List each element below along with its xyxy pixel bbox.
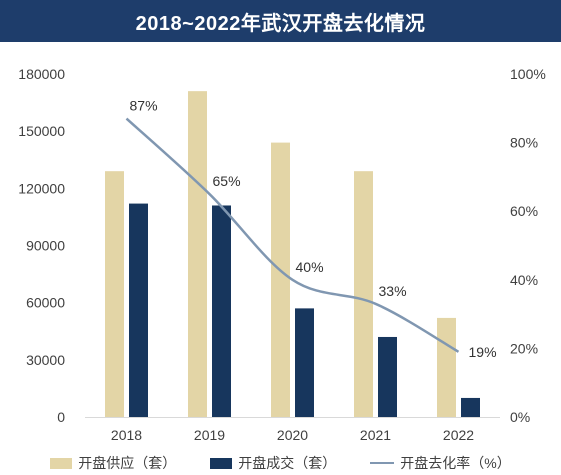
rate-label-2022: 19% [469,344,497,360]
legend-swatch-deal [210,457,233,469]
x-tick-label: 2021 [360,427,391,443]
y-right-tick-label: 20% [510,340,538,356]
rate-label-2018: 87% [130,98,158,114]
y-left-tick-label: 60000 [26,295,65,311]
x-tick-label: 2018 [111,427,142,443]
y-left-tick-label: 30000 [26,352,65,368]
legend-label-deal: 开盘成交（套） [238,455,337,471]
legend-item-supply: 开盘供应（套） [50,453,176,473]
bar-supply-2022 [437,317,456,417]
bar-supply-2019 [188,91,207,418]
y-right-tick-label: 0% [510,409,530,425]
legend-label-rate: 开盘去化率（%） [400,455,511,471]
bar-supply-2018 [105,171,124,417]
legend-swatch-supply [50,457,73,469]
x-tick-label: 2020 [277,427,308,443]
legend: 开盘供应（套） 开盘成交（套） 开盘去化率（%） [0,452,561,474]
rate-label-2021: 33% [379,283,407,299]
bar-deal-2019 [212,205,231,417]
bar-deal-2021 [378,336,397,417]
bar-deal-2022 [461,397,480,417]
y-right-tick-label: 40% [510,272,538,288]
bar-supply-2020 [271,142,290,417]
x-tick-label: 2019 [194,427,225,443]
bar-deal-2018 [129,203,148,417]
rate-label-2019: 65% [213,173,241,189]
rate-label-2020: 40% [296,259,324,275]
legend-label-supply: 开盘供应（套） [78,455,177,471]
y-left-tick-label: 120000 [18,180,65,196]
rate-line [125,117,460,353]
y-right-tick-label: 80% [510,135,538,151]
y-left-tick-label: 0 [57,409,65,425]
bar-deal-2020 [295,308,314,417]
y-left-tick-label: 90000 [26,238,65,254]
x-tick-label: 2022 [443,427,474,443]
legend-item-deal: 开盘成交（套） [210,453,336,473]
y-left-tick-label: 150000 [18,123,65,139]
legend-item-rate: 开盘去化率（%） [370,453,511,473]
y-right-tick-label: 60% [510,203,538,219]
y-right-tick-label: 100% [510,66,546,82]
chart-title: 2018~2022年武汉开盘去化情况 [0,0,561,42]
bar-supply-2021 [354,171,373,417]
y-left-tick-label: 180000 [18,66,65,82]
legend-swatch-rate [370,462,395,464]
chart-plot: 0 30000 60000 90000 120000 150000 180000 0% 20%… [18,66,546,443]
